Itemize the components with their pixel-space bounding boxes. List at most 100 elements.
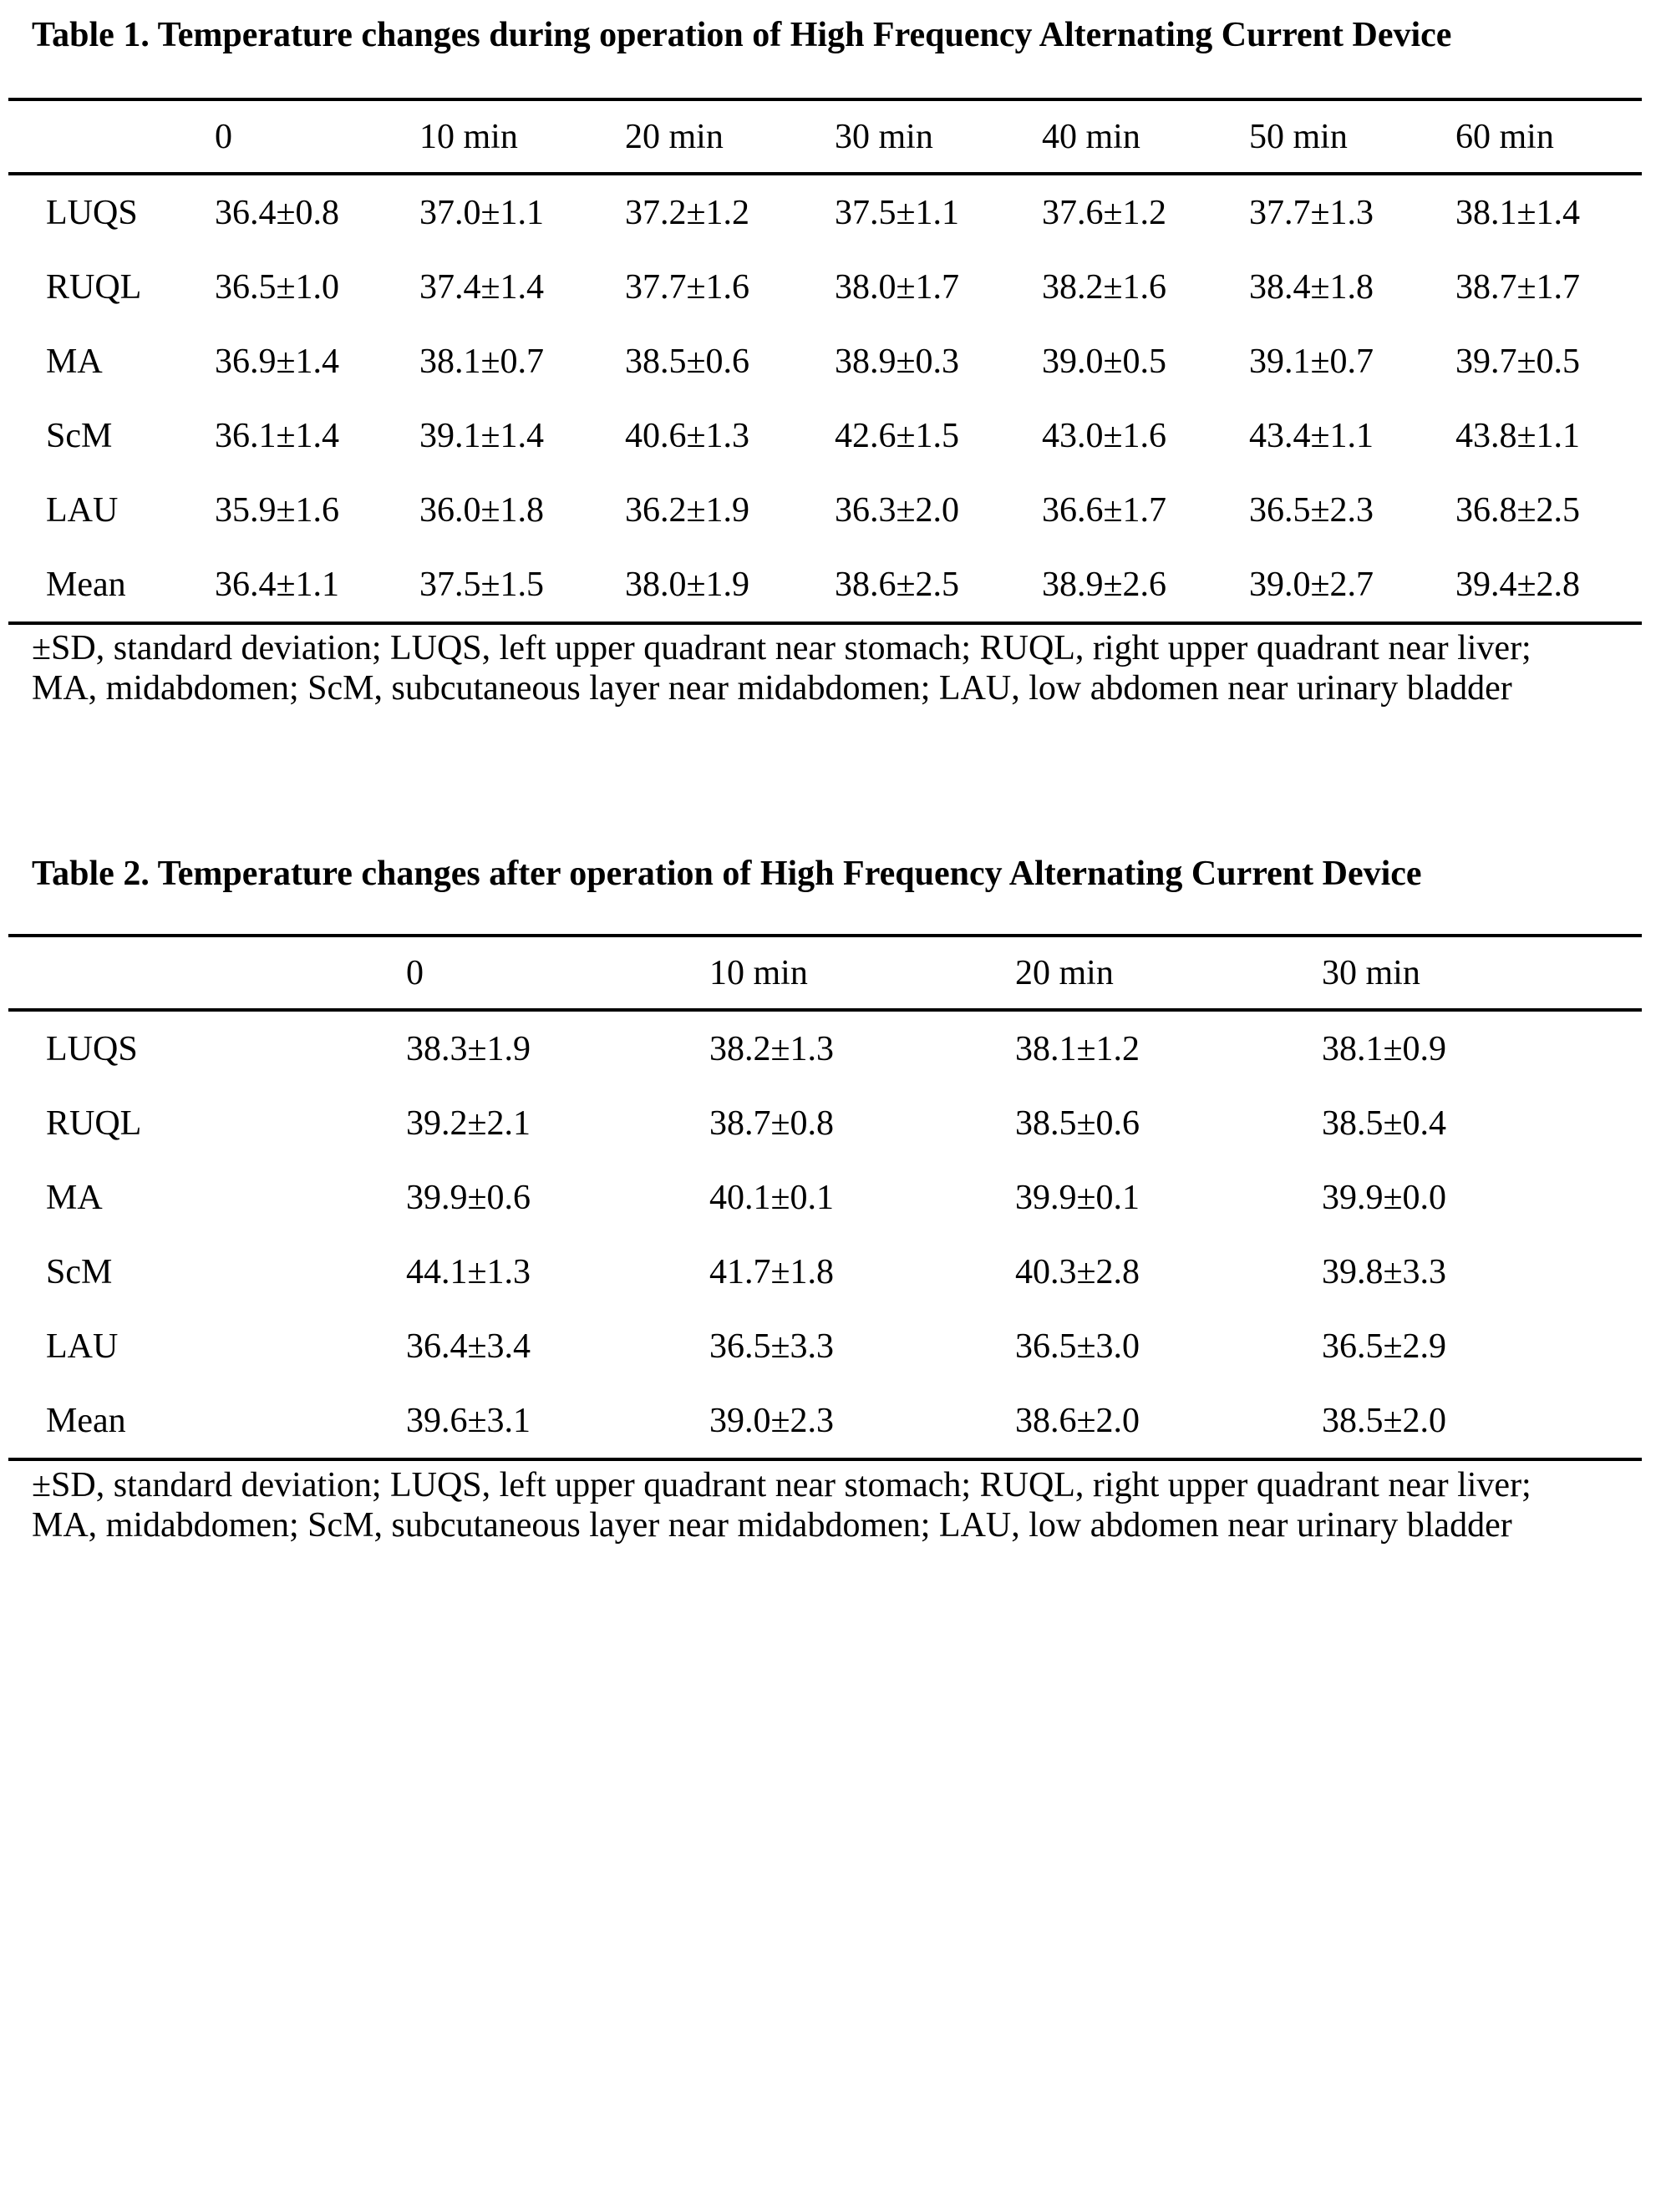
row-label: LUQS bbox=[46, 1029, 138, 1068]
table-cell: 38.2±1.6 bbox=[1042, 267, 1167, 307]
table-cell: 38.6±2.5 bbox=[835, 565, 960, 604]
table-row-ma: MA 36.9±1.4 38.1±0.7 38.5±0.6 38.9±0.3 3… bbox=[8, 324, 1642, 398]
table-cell: 42.6±1.5 bbox=[835, 416, 960, 455]
table-cell: 38.1±1.2 bbox=[1015, 1029, 1140, 1068]
table1-temperature-during-operation: 0 10 min 20 min 30 min 40 min 50 min 60 … bbox=[8, 98, 1642, 625]
table-cell: 39.2±2.1 bbox=[406, 1103, 531, 1143]
column-header-20min: 20 min bbox=[1015, 936, 1322, 1012]
table-cell: 38.4±1.8 bbox=[1249, 267, 1374, 307]
table-cell: 38.1±0.7 bbox=[419, 342, 545, 381]
row-label: ScM bbox=[46, 1252, 113, 1291]
table-cell: 38.5±0.6 bbox=[625, 342, 750, 381]
table-cell: 38.5±0.4 bbox=[1322, 1103, 1447, 1143]
table-cell: 38.9±2.6 bbox=[1042, 565, 1167, 604]
table-cell: 39.0±2.3 bbox=[709, 1401, 835, 1440]
table-cell: 38.1±1.4 bbox=[1455, 193, 1581, 232]
column-header-20min: 20 min bbox=[625, 99, 835, 175]
table-cell: 37.7±1.6 bbox=[625, 267, 750, 307]
table-cell: 36.5±2.3 bbox=[1249, 490, 1374, 530]
table2-temperature-after-operation: 0 10 min 20 min 30 min LUQS 38.3±1.9 38.… bbox=[8, 934, 1642, 1461]
column-header-0: 0 bbox=[215, 99, 419, 175]
table2-title: Table 2. Temperature changes after opera… bbox=[32, 855, 1422, 893]
row-label: ScM bbox=[46, 416, 113, 455]
column-header-40min: 40 min bbox=[1042, 99, 1249, 175]
table2-footnote: ±SD, standard deviation; LUQS, left uppe… bbox=[32, 1466, 1531, 1545]
table-row-ruql: RUQL 36.5±1.0 37.4±1.4 37.7±1.6 38.0±1.7… bbox=[8, 250, 1642, 324]
table-cell: 39.9±0.1 bbox=[1015, 1178, 1140, 1217]
table1-header-row: 0 10 min 20 min 30 min 40 min 50 min 60 … bbox=[8, 99, 1642, 175]
table-cell: 39.9±0.6 bbox=[406, 1178, 531, 1217]
table-cell: 36.8±2.5 bbox=[1455, 490, 1581, 530]
table-cell: 41.7±1.8 bbox=[709, 1252, 835, 1291]
table-cell: 39.0±2.7 bbox=[1249, 565, 1374, 604]
table-cell: 38.9±0.3 bbox=[835, 342, 960, 381]
column-header-0: 0 bbox=[406, 936, 709, 1012]
table-cell: 37.0±1.1 bbox=[419, 193, 545, 232]
column-header-60min: 60 min bbox=[1455, 99, 1642, 175]
table-cell: 37.6±1.2 bbox=[1042, 193, 1167, 232]
column-header-10min: 10 min bbox=[709, 936, 1015, 1012]
table-cell: 38.7±0.8 bbox=[709, 1103, 835, 1143]
table1-title: Table 1. Temperature changes during oper… bbox=[32, 16, 1452, 54]
table2-header-row: 0 10 min 20 min 30 min bbox=[8, 936, 1642, 1012]
table-row-scm: ScM 44.1±1.3 41.7±1.8 40.3±2.8 39.8±3.3 bbox=[8, 1235, 1642, 1309]
table-cell: 36.4±3.4 bbox=[406, 1327, 531, 1366]
table-row-luqs: LUQS 36.4±0.8 37.0±1.1 37.2±1.2 37.5±1.1… bbox=[8, 174, 1642, 250]
row-label: MA bbox=[46, 342, 103, 381]
table-cell: 39.8±3.3 bbox=[1322, 1252, 1447, 1291]
table-cell: 43.4±1.1 bbox=[1249, 416, 1374, 455]
table-cell: 36.3±2.0 bbox=[835, 490, 960, 530]
table-cell: 36.2±1.9 bbox=[625, 490, 750, 530]
table-cell: 37.4±1.4 bbox=[419, 267, 545, 307]
table-row-ma: MA 39.9±0.6 40.1±0.1 39.9±0.1 39.9±0.0 bbox=[8, 1160, 1642, 1235]
table-row-scm: ScM 36.1±1.4 39.1±1.4 40.6±1.3 42.6±1.5 … bbox=[8, 398, 1642, 473]
column-header-blank bbox=[8, 99, 215, 175]
table-cell: 36.5±3.0 bbox=[1015, 1327, 1140, 1366]
table-cell: 39.9±0.0 bbox=[1322, 1178, 1447, 1217]
row-label: Mean bbox=[46, 1401, 126, 1440]
column-header-50min: 50 min bbox=[1249, 99, 1455, 175]
table-cell: 37.5±1.5 bbox=[419, 565, 545, 604]
row-label: RUQL bbox=[46, 1103, 142, 1143]
table-row-mean: Mean 36.4±1.1 37.5±1.5 38.0±1.9 38.6±2.5… bbox=[8, 547, 1642, 623]
table-cell: 38.0±1.9 bbox=[625, 565, 750, 604]
table-cell: 38.7±1.7 bbox=[1455, 267, 1581, 307]
table-row-mean: Mean 39.6±3.1 39.0±2.3 38.6±2.0 38.5±2.0 bbox=[8, 1383, 1642, 1459]
table-cell: 39.1±0.7 bbox=[1249, 342, 1374, 381]
table-cell: 39.1±1.4 bbox=[419, 416, 545, 455]
table-row-luqs: LUQS 38.3±1.9 38.2±1.3 38.1±1.2 38.1±0.9 bbox=[8, 1010, 1642, 1086]
table-cell: 36.6±1.7 bbox=[1042, 490, 1167, 530]
table-cell: 38.3±1.9 bbox=[406, 1029, 531, 1068]
table-cell: 43.0±1.6 bbox=[1042, 416, 1167, 455]
row-label: LAU bbox=[46, 490, 119, 530]
table-cell: 37.7±1.3 bbox=[1249, 193, 1374, 232]
table-cell: 39.4±2.8 bbox=[1455, 565, 1581, 604]
column-header-blank bbox=[8, 936, 406, 1012]
table-cell: 43.8±1.1 bbox=[1455, 416, 1581, 455]
row-label: MA bbox=[46, 1178, 103, 1217]
table-cell: 36.5±3.3 bbox=[709, 1327, 835, 1366]
table-cell: 38.5±2.0 bbox=[1322, 1401, 1447, 1440]
table-cell: 38.0±1.7 bbox=[835, 267, 960, 307]
table-cell: 44.1±1.3 bbox=[406, 1252, 531, 1291]
table-cell: 40.6±1.3 bbox=[625, 416, 750, 455]
table-cell: 35.9±1.6 bbox=[215, 490, 340, 530]
table-cell: 36.5±1.0 bbox=[215, 267, 340, 307]
table-cell: 40.3±2.8 bbox=[1015, 1252, 1140, 1291]
column-header-30min: 30 min bbox=[835, 99, 1042, 175]
row-label: LUQS bbox=[46, 193, 138, 232]
table-cell: 38.1±0.9 bbox=[1322, 1029, 1447, 1068]
row-label: RUQL bbox=[46, 267, 142, 307]
table-cell: 39.0±0.5 bbox=[1042, 342, 1167, 381]
column-header-30min: 30 min bbox=[1322, 936, 1642, 1012]
table-cell: 36.0±1.8 bbox=[419, 490, 545, 530]
table-cell: 40.1±0.1 bbox=[709, 1178, 835, 1217]
table-cell: 36.1±1.4 bbox=[215, 416, 340, 455]
table-row-ruql: RUQL 39.2±2.1 38.7±0.8 38.5±0.6 38.5±0.4 bbox=[8, 1086, 1642, 1160]
table-cell: 38.6±2.0 bbox=[1015, 1401, 1140, 1440]
table1-footnote: ±SD, standard deviation; LUQS, left uppe… bbox=[32, 629, 1531, 708]
table-cell: 38.5±0.6 bbox=[1015, 1103, 1140, 1143]
table-cell: 37.2±1.2 bbox=[625, 193, 750, 232]
table-cell: 36.5±2.9 bbox=[1322, 1327, 1447, 1366]
